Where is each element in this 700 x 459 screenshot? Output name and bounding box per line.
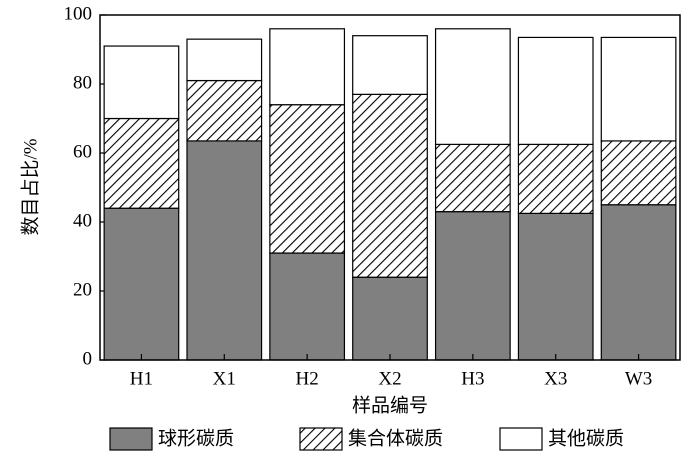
legend-swatch <box>299 427 343 451</box>
legend-label: 球形碳质 <box>158 427 234 449</box>
y-tick-label: 100 <box>64 3 93 24</box>
plot-frame <box>99 14 681 361</box>
bar-segment <box>186 38 263 82</box>
bar-segment <box>600 140 677 206</box>
y-tick-label: 20 <box>73 279 92 300</box>
bar-segment <box>352 35 428 95</box>
y-tick-label: 40 <box>73 210 92 231</box>
x-tick-label: X2 <box>378 368 401 389</box>
bar-segment <box>434 143 511 213</box>
bar-segment <box>103 117 180 209</box>
x-tick-label: H2 <box>296 368 319 389</box>
bar-segment <box>186 79 263 142</box>
y-tick-label: 80 <box>73 72 92 93</box>
bar-segment <box>269 104 346 254</box>
bar-segment <box>352 93 428 278</box>
y-tick-label: 60 <box>73 141 92 162</box>
bar-segment <box>600 204 677 361</box>
bar-segment <box>103 207 180 361</box>
bar-segment <box>103 45 180 120</box>
x-tick-label: H1 <box>130 368 153 389</box>
legend-swatch <box>499 427 543 451</box>
bar-segment <box>352 276 428 361</box>
legend-label: 集合体碳质 <box>348 427 443 449</box>
bar-segment <box>269 28 346 106</box>
legend-swatch <box>109 427 153 451</box>
x-axis-label: 样品编号 <box>352 394 428 416</box>
x-tick-label: X3 <box>544 368 567 389</box>
legend-label: 其他碳质 <box>548 427 624 449</box>
x-tick-label: H3 <box>461 368 484 389</box>
bar-segment <box>434 211 511 361</box>
bar-segment <box>600 36 677 142</box>
bar-segment <box>517 212 594 361</box>
bar-segment <box>517 36 594 145</box>
bar-segment <box>186 140 263 361</box>
bar-segment <box>517 143 594 214</box>
bar-segment <box>434 28 511 145</box>
x-tick-label: X1 <box>213 368 236 389</box>
y-axis-label: 数目占比/% <box>19 138 41 235</box>
bar-segment <box>269 252 346 361</box>
x-tick-label: W3 <box>625 368 652 389</box>
y-tick-label: 0 <box>83 348 93 369</box>
